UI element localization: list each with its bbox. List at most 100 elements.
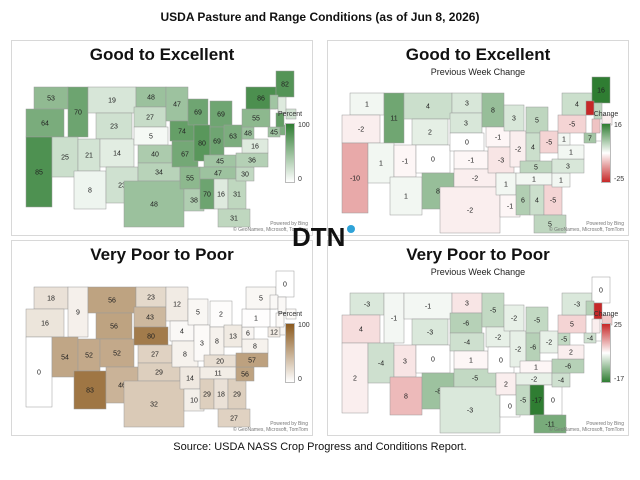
legend-min: 0: [298, 376, 302, 383]
state-value-me: 82: [281, 82, 289, 89]
state-value-ne: 0: [465, 140, 469, 147]
state-value-sc: -4: [558, 378, 564, 385]
state-az: [73, 170, 107, 210]
legend-min: -25: [614, 176, 625, 183]
state-value-id: 70: [74, 110, 82, 117]
state-value-mo: 67: [181, 152, 189, 159]
state-value-id: 11: [390, 116, 397, 123]
state-value-mt: -1: [425, 304, 431, 311]
state-value-ky: 1: [534, 365, 538, 372]
attribution-line: © GeoNames, Microsoft, TomTom: [233, 427, 308, 433]
source-note: Source: USDA NASS Crop Progress and Cond…: [173, 441, 467, 453]
us-map: 1-2-1011142-1108330-1-2-28-1-31-13-254-5…: [341, 76, 613, 234]
state-value-il: -2: [515, 347, 521, 354]
state-value-mt: 56: [108, 298, 116, 305]
state-value-mt: 19: [108, 98, 116, 105]
state-tx: [439, 186, 501, 234]
state-value-ia: 74: [178, 129, 186, 136]
state-value-la: 38: [190, 198, 198, 205]
state-vt: [269, 94, 279, 110]
state-value-ky: 5: [534, 165, 538, 172]
state-ct: [285, 108, 297, 120]
state-nj: [275, 312, 285, 328]
legend-color-bar: [285, 123, 295, 183]
state-value-ca: -10: [350, 176, 360, 183]
state-value-ar: 55: [186, 176, 194, 183]
state-value-tn: 1: [532, 177, 536, 184]
state-az: [389, 376, 423, 416]
state-value-tx: -2: [467, 208, 473, 215]
state-value-wv: 6: [246, 331, 250, 338]
state-value-or: 64: [41, 121, 49, 128]
state-value-fl: 27: [230, 416, 238, 423]
attribution-line: © GeoNames, Microsoft, TomTom: [549, 427, 624, 433]
state-value-ia: -1: [495, 135, 501, 142]
state-value-wy: 23: [110, 124, 118, 131]
state-value-va: 2: [569, 350, 573, 357]
legend-max: 100: [298, 122, 310, 129]
state-value-tn: -2: [531, 377, 537, 384]
state-value-ne: -4: [464, 340, 470, 347]
state-ca: [341, 142, 369, 214]
state-value-wi: 69: [194, 110, 202, 117]
state-value-tx: -3: [467, 408, 473, 415]
state-value-co: 0: [431, 357, 435, 364]
state-value-ut: -1: [402, 159, 408, 166]
state-value-me: 0: [599, 288, 603, 295]
state-value-wv: 48: [244, 131, 252, 138]
state-value-nv: -4: [378, 361, 384, 368]
state-value-az: 8: [88, 188, 92, 195]
state-ca: [25, 336, 53, 408]
state-value-nv: 54: [61, 355, 69, 362]
state-value-md: 7: [588, 136, 592, 143]
state-value-oh: -2: [546, 340, 552, 347]
state-value-in: 4: [531, 145, 535, 152]
state-value-ut: 52: [85, 353, 93, 360]
state-fl: [217, 208, 251, 228]
legend-title: Change: [593, 111, 619, 118]
state-value-wy: -3: [427, 330, 433, 337]
state-or: [341, 114, 381, 144]
state-value-sd: 43: [146, 315, 154, 322]
state-nj: [591, 118, 601, 134]
state-value-md: -4: [587, 336, 593, 343]
state-fl: [533, 214, 567, 234]
state-value-ok: -5: [472, 376, 478, 383]
state-vt: [269, 294, 279, 310]
state-value-ok: 29: [155, 370, 163, 377]
state-wy: [95, 112, 133, 140]
attribution-line: Powered by Bing: [586, 221, 624, 227]
state-value-mo: 8: [183, 352, 187, 359]
state-value-wa: -3: [364, 302, 370, 309]
state-value-ms: -5: [520, 398, 526, 405]
state-va: [557, 344, 585, 360]
map-panel-good-excellent-change: Good to Excellent Previous Week Change 1…: [327, 40, 629, 236]
state-nv: [51, 136, 79, 178]
state-value-mi: -5: [534, 318, 540, 325]
legend-color-bar: [285, 323, 295, 383]
map-panel-very-poor-poor: Very Poor to Poor 18 16 0 9 54 56 56 52 83 52 46 23…: [11, 240, 313, 436]
state-value-nm: 8: [436, 189, 440, 196]
state-value-tn: 11: [214, 371, 221, 378]
state-value-nc: 3: [566, 164, 570, 171]
state-value-mn: 8: [491, 108, 495, 115]
state-value-az: 8: [404, 394, 408, 401]
state-value-mi: 69: [217, 112, 225, 119]
us-map: 1816095456565283524623438027293212481410…: [25, 270, 297, 428]
state-az: [73, 370, 107, 410]
state-value-la: 10: [190, 398, 198, 405]
state-mo: [487, 146, 515, 174]
attribution-line: Powered by Bing: [586, 421, 624, 427]
state-value-wy: 2: [428, 130, 432, 137]
state-value-wa: 53: [47, 96, 55, 103]
state-value-wv: -5: [561, 337, 567, 344]
state-value-wi: 3: [512, 116, 516, 123]
state-value-nv: 25: [61, 155, 69, 162]
state-value-oh: 63: [229, 134, 237, 141]
panel-title: Very Poor to Poor: [406, 245, 550, 264]
state-value-or: -2: [358, 127, 364, 134]
state-value-wy: 56: [110, 324, 118, 331]
legend-title: Change: [593, 311, 619, 318]
state-value-ga: 0: [551, 398, 555, 405]
state-value-al: 18: [217, 392, 225, 399]
